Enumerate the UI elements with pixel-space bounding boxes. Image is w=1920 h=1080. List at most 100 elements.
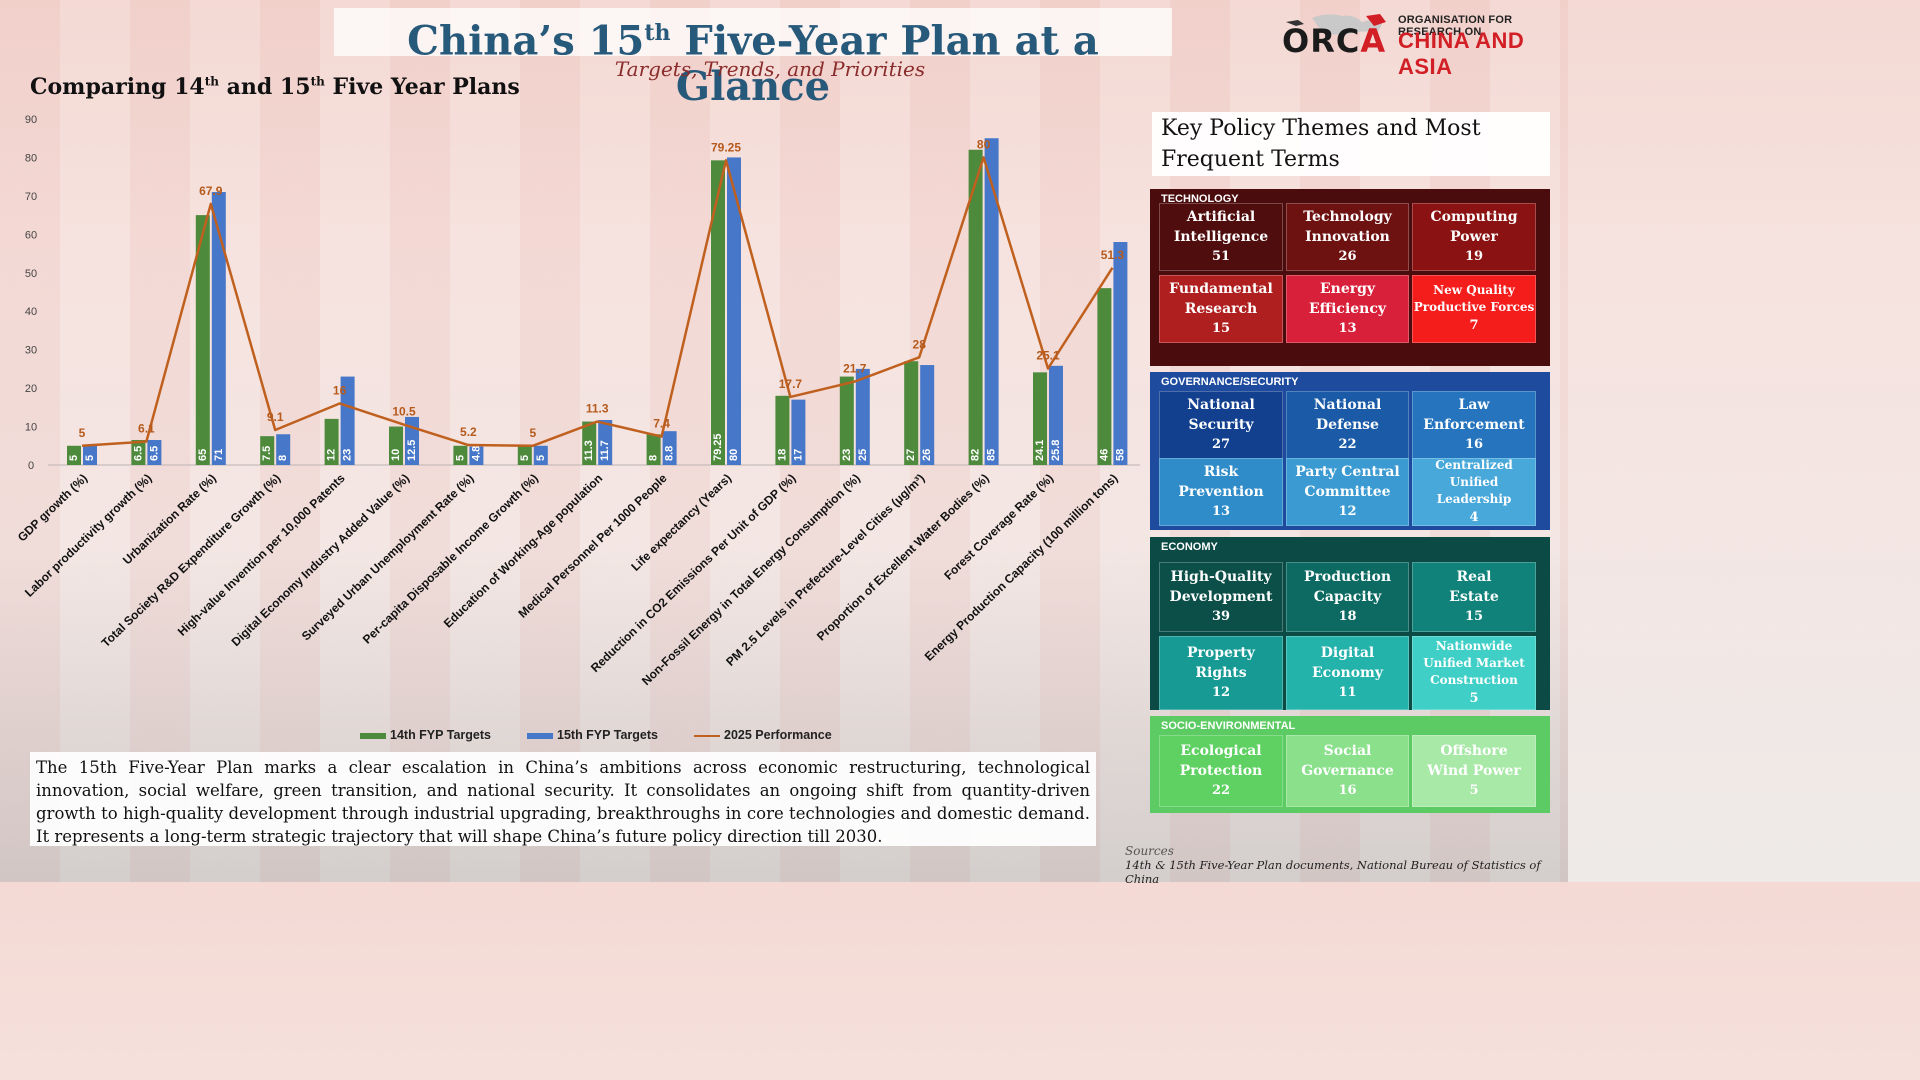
theme-term-name: Production (1303, 569, 1392, 585)
theme-panel-label: GOVERNANCE/SECURITY (1161, 376, 1299, 388)
performance-value-label: 17.7 (779, 377, 803, 391)
theme-term-count: 12 (1211, 685, 1231, 700)
theme-term-name: Power (1450, 229, 1498, 245)
performance-value-label: 10.5 (392, 405, 416, 419)
bar-value-label: 65 (197, 449, 209, 461)
theme-panel-economy: ECONOMY High-Quality Development 39 Producti… (1150, 537, 1550, 710)
theme-term-name: Energy (1319, 281, 1376, 297)
bar-value-label: 5 (84, 455, 96, 461)
theme-panel-label: TECHNOLOGY (1161, 193, 1239, 205)
theme-term-name: Offshore (1440, 743, 1508, 759)
theme-term-name: Digital (1320, 645, 1375, 661)
bar-value-label: 79.25 (712, 433, 724, 461)
theme-term-count: 15 (1464, 609, 1484, 624)
theme-term-name: Prevention (1178, 484, 1264, 500)
bar-value-label: 85 (986, 449, 998, 461)
performance-value-label: 21.7 (843, 362, 867, 376)
bar-value-label: 5 (535, 455, 547, 461)
bar-14th (517, 445, 532, 465)
y-tick-label: 50 (25, 268, 37, 280)
logo-wordmark-left: ORC (1282, 22, 1361, 60)
bar-value-label: 27 (905, 449, 917, 461)
performance-value-label: 5 (529, 426, 536, 440)
bar-value-label: 8.8 (664, 446, 676, 461)
logo-region-line: CHINA AND ASIA (1398, 28, 1525, 79)
performance-value-label: 67.9 (199, 184, 223, 198)
theme-term-count: 13 (1338, 321, 1357, 336)
theme-term-tile: Centralized Unified Leadership 4 (1412, 458, 1536, 526)
theme-term-tile: Technology Innovation 26 (1286, 203, 1409, 271)
performance-value-label: 5 (79, 426, 86, 440)
theme-term-count: 18 (1338, 609, 1357, 624)
logo-map-icon (1286, 14, 1386, 35)
bar-value-label: 26 (921, 449, 933, 461)
theme-term-name: Property (1187, 645, 1255, 661)
bar-value-label: 58 (1114, 449, 1126, 461)
theme-term-count: 26 (1338, 249, 1357, 264)
bar-14th (1097, 288, 1112, 465)
theme-term-count: 5 (1469, 783, 1479, 798)
theme-term-name: Party Central (1295, 464, 1400, 480)
performance-value-label: 7.4 (653, 417, 670, 431)
theme-panel-governance-security: GOVERNANCE/SECURITY National Security 27 Nat… (1150, 372, 1550, 530)
theme-term-name: Defense (1316, 417, 1379, 433)
sources-heading: Sources (1125, 844, 1174, 858)
bar-14th (1033, 372, 1047, 465)
logo-wordmark: ORCA (1282, 22, 1386, 60)
theme-term-name: National (1187, 397, 1255, 413)
theme-term-name: Computing (1430, 209, 1518, 225)
bar-value-label: 11.3 (583, 440, 595, 461)
theme-term-tile: Social Governance 16 (1286, 735, 1409, 807)
theme-term-name: Ecological (1180, 743, 1262, 759)
performance-value-label: 16 (333, 383, 347, 397)
theme-term-name: Estate (1449, 589, 1499, 605)
theme-term-tile: Nationwide Unified Market Construction 5 (1412, 636, 1536, 710)
bar-value-label: 46 (1098, 449, 1110, 461)
theme-term-count: 16 (1464, 437, 1484, 452)
theme-term-name: Unified Market (1423, 655, 1525, 670)
theme-term-name: Centralized (1435, 457, 1513, 472)
theme-panel-label: ECONOMY (1161, 541, 1218, 553)
bar-14th (67, 445, 81, 465)
bar-15th (855, 368, 870, 465)
theme-term-tile: Offshore Wind Power 5 (1412, 735, 1536, 807)
chart-heading-superscript: th (204, 74, 219, 89)
bar-value-label: 8 (648, 455, 660, 461)
y-tick-label: 30 (25, 345, 37, 357)
theme-term-name: High-Quality (1170, 569, 1272, 585)
theme-term-name: Governance (1301, 763, 1394, 779)
legend-swatch-15th (527, 732, 553, 739)
chart-heading-part: Comparing 14 (30, 74, 205, 100)
legend-label: 15th FYP Targets (557, 728, 658, 742)
bar-value-label: 8 (277, 455, 289, 461)
bar-value-label: 12.5 (406, 440, 418, 461)
x-category-label: Forest Coverage Rate (%) (941, 471, 1056, 583)
theme-term-name: Fundamental (1169, 281, 1273, 297)
bar-15th (276, 434, 291, 465)
theme-term-tile: Property Rights 12 (1159, 636, 1283, 710)
bar-15th (727, 157, 741, 465)
bar-value-label: 12 (326, 449, 338, 461)
chart-heading: Comparing 14th and 15th Five Year Plans (30, 74, 520, 100)
theme-term-count: 19 (1464, 249, 1484, 264)
bar-value-label: 5 (68, 455, 80, 461)
bar-value-label: 23 (342, 449, 354, 461)
title-superscript: th (644, 20, 671, 46)
theme-term-tile: New Quality Productive Forces 7 (1412, 275, 1536, 343)
bar-15th (662, 431, 677, 465)
bar-14th (389, 426, 403, 465)
theme-term-name: Economy (1312, 665, 1383, 681)
theme-term-name: Risk (1203, 464, 1239, 480)
bar-value-label: 5 (519, 455, 531, 461)
legend-label: 14th FYP Targets (390, 728, 491, 742)
theme-term-name: Unified Leadership (1436, 474, 1512, 506)
theme-term-count: 7 (1469, 318, 1479, 333)
y-tick-label: 0 (28, 460, 34, 472)
bar-14th (775, 395, 790, 465)
theme-term-tile: Digital Economy 11 (1286, 636, 1409, 710)
bar-14th (582, 421, 597, 465)
legend-item-15th: 15th FYP Targets (527, 728, 658, 742)
bar-15th (920, 365, 935, 465)
y-tick-label: 70 (25, 191, 37, 203)
bar-15th (83, 445, 97, 465)
